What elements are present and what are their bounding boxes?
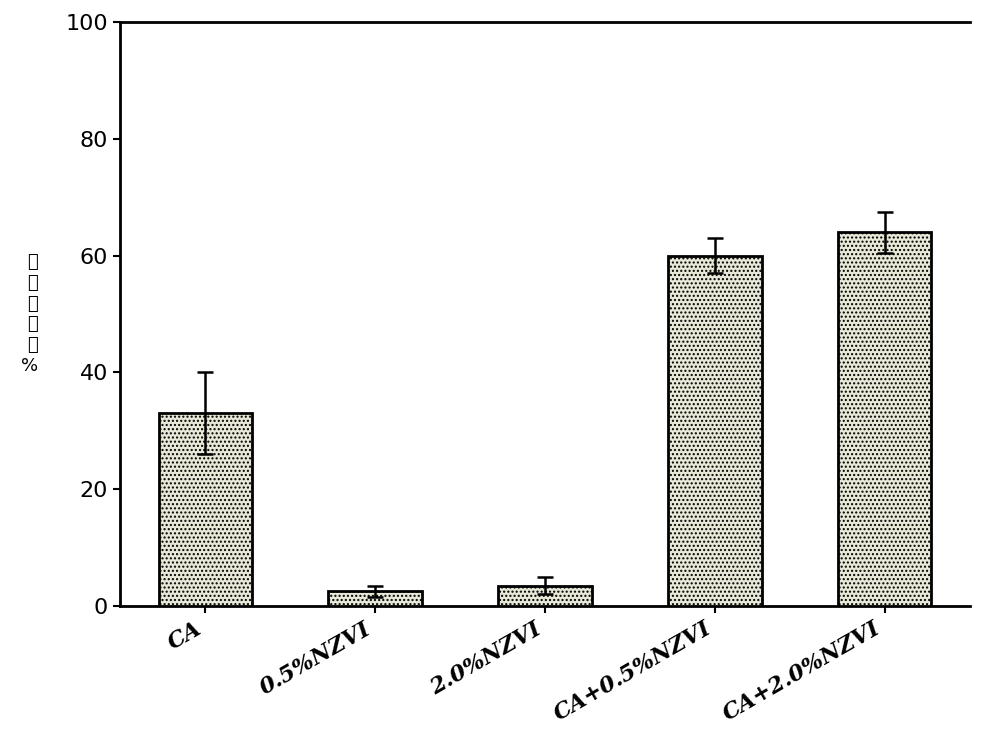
Bar xyxy=(668,256,762,606)
Bar xyxy=(159,413,252,606)
Y-axis label: 铅
淤
洗
率
／
%: 铅 淤 洗 率 ／ % xyxy=(21,253,38,375)
Bar xyxy=(838,232,931,606)
Bar xyxy=(498,585,592,606)
Bar xyxy=(328,591,422,606)
